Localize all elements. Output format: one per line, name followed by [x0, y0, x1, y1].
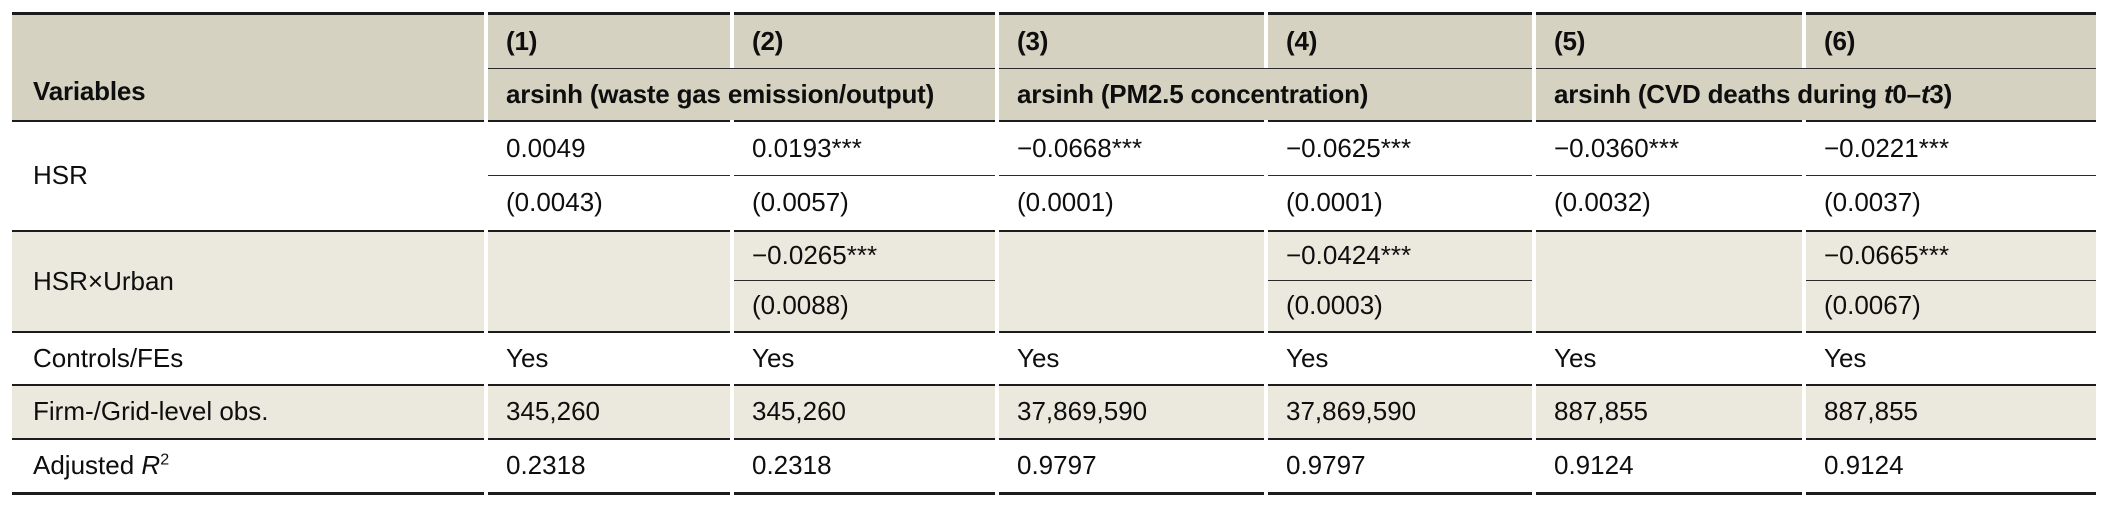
hsr-se-3: (0.0001)	[1017, 187, 1114, 218]
obs-1: 345,260	[488, 384, 730, 438]
row-hsr-urban-se: (0.0088) (0.0003) (0.0067)	[12, 281, 2096, 331]
hsr-coef-3: −0.0668***	[999, 120, 1264, 176]
hsr-urban-se-6: (0.0067)	[1806, 281, 2096, 331]
hsr-coef-2: 0.0193***	[734, 120, 995, 176]
row-hsr-urban-coef: HSR×Urban −0.0265*** −0.0424*** −0.0665*…	[12, 230, 2096, 331]
row-observations: Firm-/Grid-level obs. 345,260 345,260 37…	[12, 384, 2096, 438]
hsr-urban-coef-5	[1536, 230, 1802, 281]
row-label-hsr: HSR	[12, 120, 484, 230]
hsr-urban-coef-1	[488, 230, 730, 281]
row-label-controls: Controls/FEs	[12, 331, 484, 384]
column-header-6: (6)	[1806, 12, 2096, 68]
hsr-coef-4: −0.0625***	[1268, 120, 1532, 176]
hsr-urban-coef-3	[999, 230, 1264, 281]
hsr-se-5: (0.0032)	[1554, 187, 1651, 218]
adj-r2-6: 0.9124	[1806, 438, 2096, 495]
column-header-2: (2)	[734, 12, 995, 68]
hsr-coef-1: 0.0049	[488, 120, 730, 176]
header-row-numbers: Variables (1) (2) (3) (4) (5) (6)	[12, 12, 2096, 120]
adj-r2-4: 0.9797	[1268, 438, 1532, 495]
hsr-se-6: (0.0037)	[1824, 187, 1921, 218]
hsr-se-1: (0.0043)	[506, 187, 603, 218]
hsr-se-2: (0.0057)	[752, 187, 849, 218]
controls-2: Yes	[734, 331, 995, 384]
hsr-coef-5: −0.0360***	[1536, 120, 1802, 176]
row-label-adjusted-r2: Adjusted R2	[12, 438, 484, 495]
controls-6: Yes	[1806, 331, 2096, 384]
controls-3: Yes	[999, 331, 1264, 384]
obs-6: 887,855	[1806, 384, 2096, 438]
row-hsr-se: (0.0043) (0.0057) (0.0001) (0.0001) (0.0…	[12, 176, 2096, 230]
adj-r2-5: 0.9124	[1536, 438, 1802, 495]
obs-4: 37,869,590	[1268, 384, 1532, 438]
column-header-4: (4)	[1268, 12, 1532, 68]
header-row-groups: arsinh (waste gas emission/output) arsin…	[12, 68, 2096, 120]
hsr-urban-se-5	[1536, 281, 1802, 331]
controls-4: Yes	[1268, 331, 1532, 384]
row-label-hsr-urban: HSR×Urban	[12, 230, 484, 331]
group-header-pm25: arsinh (PM2.5 concentration)	[999, 68, 1532, 120]
column-header-3: (3)	[999, 12, 1264, 68]
column-header-1: (1)	[488, 12, 730, 68]
hsr-urban-se-4: (0.0003)	[1268, 281, 1532, 331]
adj-r2-1: 0.2318	[488, 438, 730, 495]
row-controls: Controls/FEs Yes Yes Yes Yes Yes Yes	[12, 331, 2096, 384]
obs-2: 345,260	[734, 384, 995, 438]
regression-table: Variables (1) (2) (3) (4) (5) (6) arsinh…	[8, 12, 2100, 495]
hsr-urban-coef-4: −0.0424***	[1268, 230, 1532, 281]
adj-r2-2: 0.2318	[734, 438, 995, 495]
hsr-urban-se-2: (0.0088)	[734, 281, 995, 331]
hsr-se-4: (0.0001)	[1286, 187, 1383, 218]
group-header-cvd: arsinh (CVD deaths during t0–t3)	[1536, 68, 2096, 120]
hsr-urban-coef-6: −0.0665***	[1806, 230, 2096, 281]
adj-r2-3: 0.9797	[999, 438, 1264, 495]
row-label-observations: Firm-/Grid-level obs.	[12, 384, 484, 438]
column-header-5: (5)	[1536, 12, 1802, 68]
obs-3: 37,869,590	[999, 384, 1264, 438]
hsr-urban-se-3	[999, 281, 1264, 331]
hsr-urban-se-1	[488, 281, 730, 331]
hsr-coef-6: −0.0221***	[1806, 120, 2096, 176]
controls-1: Yes	[488, 331, 730, 384]
row-hsr-coef: HSR 0.0049 0.0193*** −0.0668*** −0.0625*…	[12, 120, 2096, 190]
controls-5: Yes	[1536, 331, 1802, 384]
hsr-urban-coef-2: −0.0265***	[734, 230, 995, 281]
obs-5: 887,855	[1536, 384, 1802, 438]
group-header-waste-gas: arsinh (waste gas emission/output)	[488, 68, 995, 120]
variables-header: Variables	[12, 12, 484, 120]
row-adjusted-r2: Adjusted R2 0.2318 0.2318 0.9797 0.9797 …	[12, 438, 2096, 495]
